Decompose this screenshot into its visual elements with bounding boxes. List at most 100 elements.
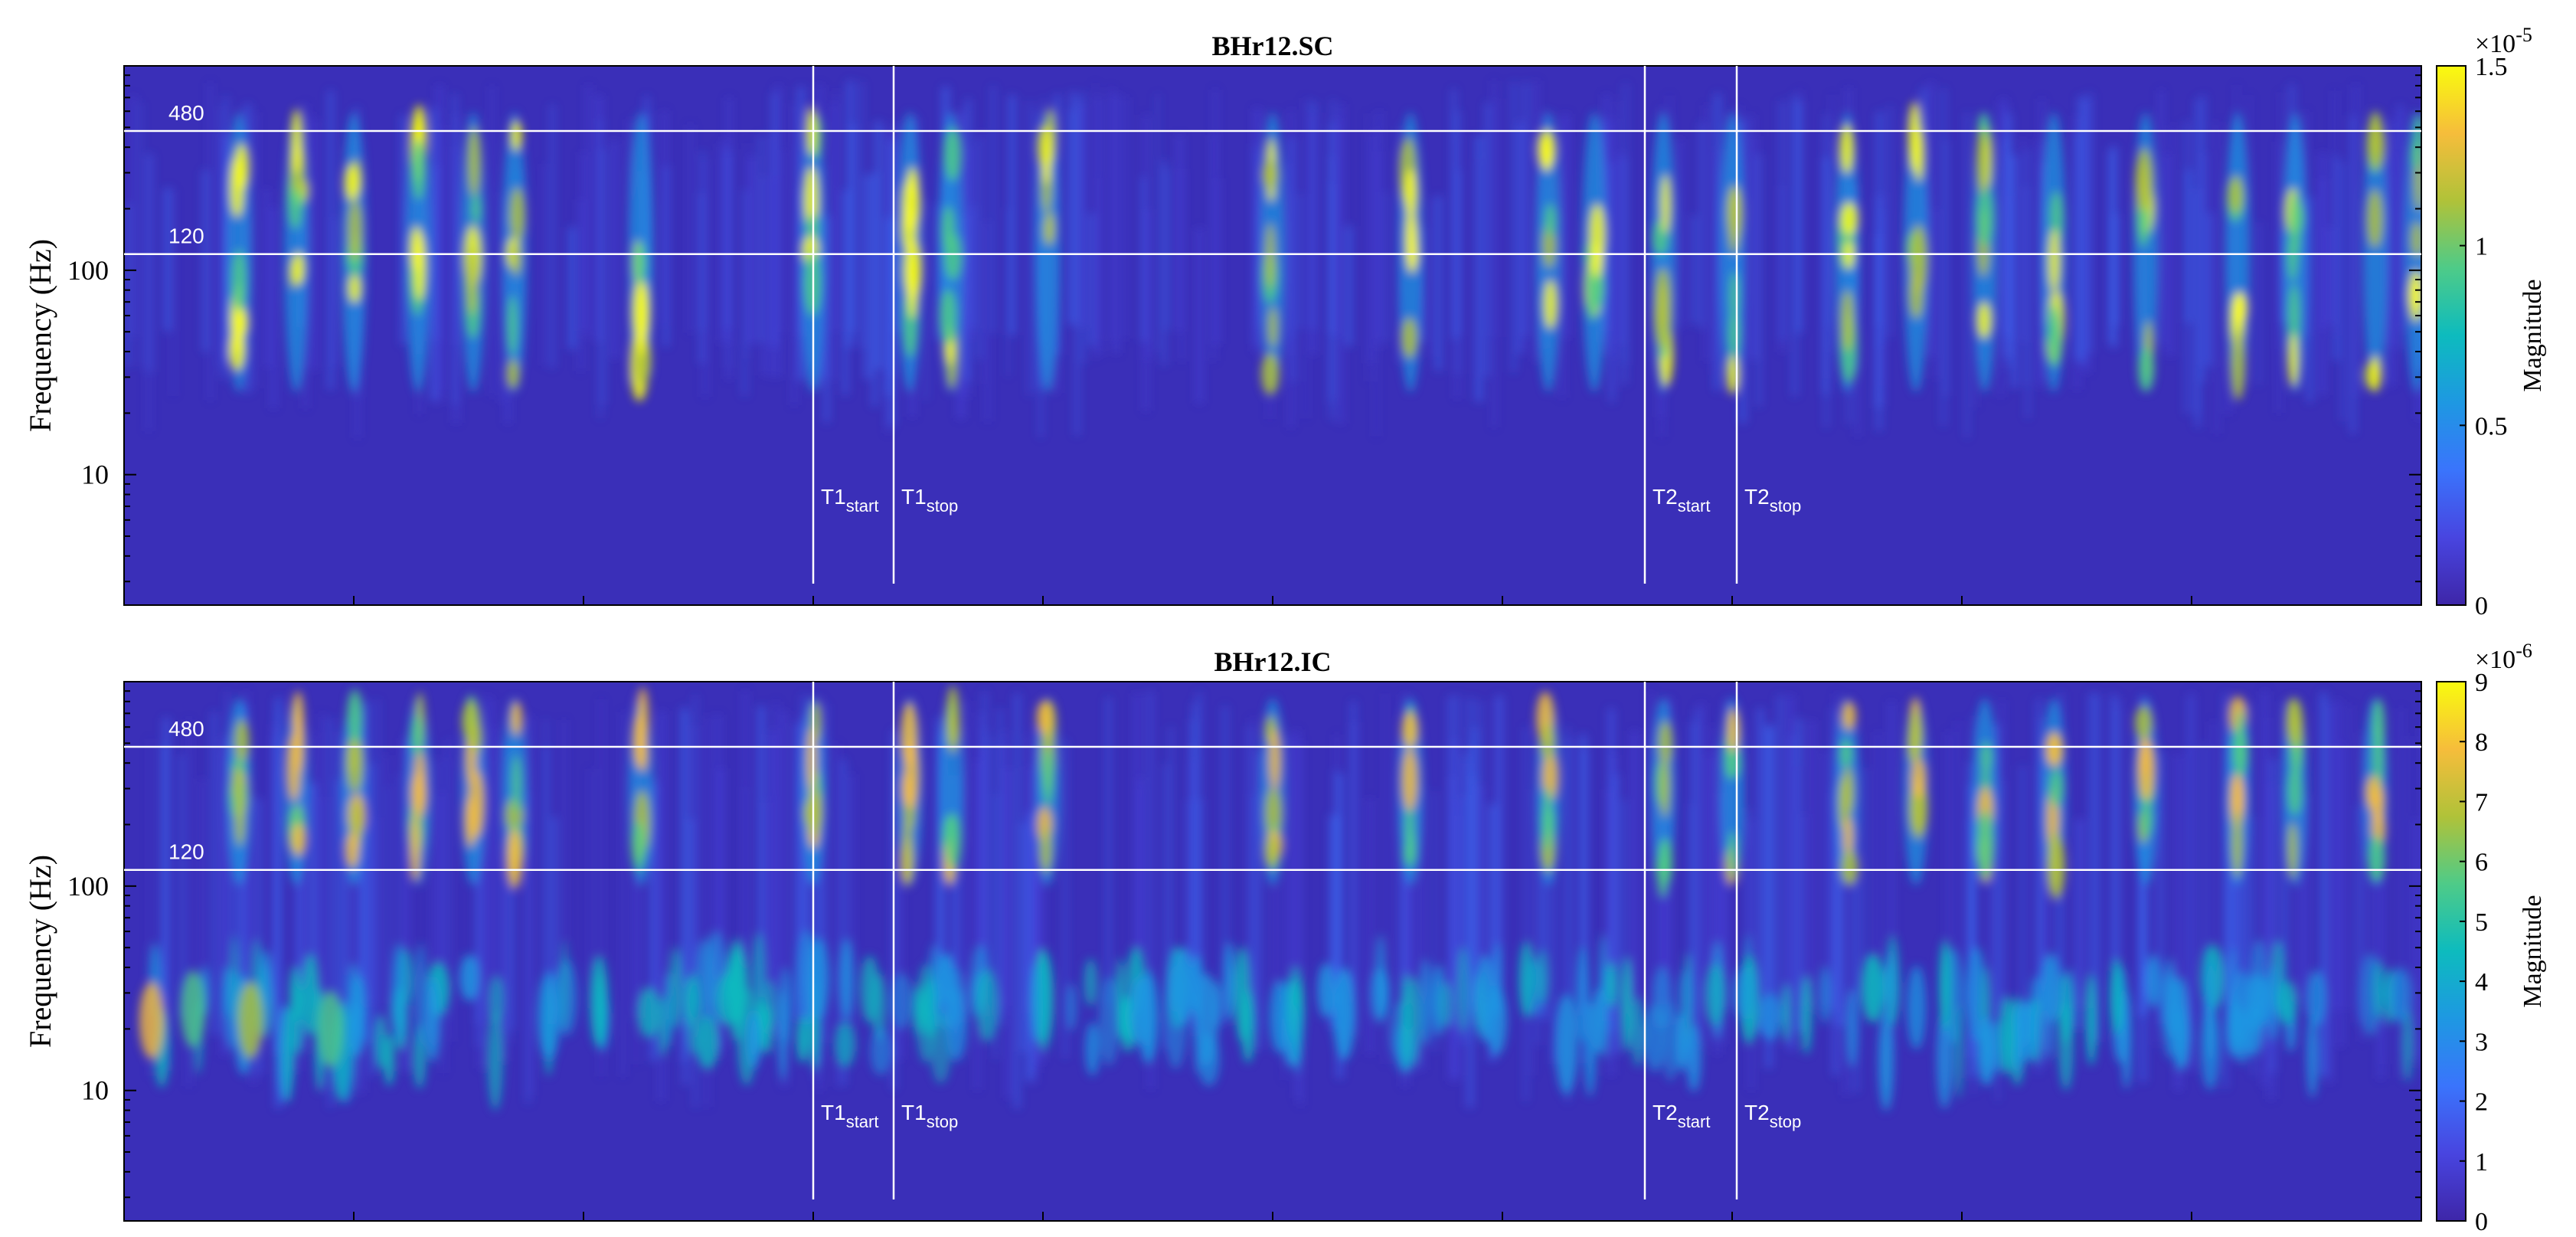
energy-streak xyxy=(700,150,705,331)
energy-streak xyxy=(1298,740,1303,1106)
event-column xyxy=(1398,698,1423,885)
event-core xyxy=(2233,774,2244,815)
energy-streak xyxy=(527,716,533,1096)
energy-streak xyxy=(2210,721,2216,1081)
energy-streak xyxy=(1213,90,1218,345)
energy-streak xyxy=(164,188,172,332)
event-core xyxy=(1404,839,1417,868)
energy-streak xyxy=(2244,704,2251,1055)
energy-streak xyxy=(984,221,992,422)
low-band-energy xyxy=(1861,954,1885,1023)
energy-streak xyxy=(1534,80,1539,362)
event-core xyxy=(1839,738,1853,769)
energy-streak xyxy=(662,710,666,1019)
y-tick-label: 100 xyxy=(67,255,109,286)
low-band-energy xyxy=(1456,947,1469,1033)
energy-streak xyxy=(1310,112,1317,355)
event-core xyxy=(1036,700,1053,735)
energy-streak xyxy=(201,170,209,352)
energy-streak xyxy=(2011,154,2018,388)
low-band-energy xyxy=(890,973,914,1029)
energy-streak xyxy=(1830,94,1834,352)
energy-streak xyxy=(1831,707,1836,1013)
energy-streak xyxy=(1222,705,1228,1026)
energy-streak xyxy=(2112,697,2120,1022)
event-core xyxy=(2287,698,2299,735)
energy-streak xyxy=(1471,775,1476,1012)
energy-streak xyxy=(1448,695,1453,1026)
energy-streak xyxy=(329,718,332,1108)
event-core xyxy=(2367,120,2385,169)
energy-streak xyxy=(1619,152,1625,344)
energy-streak xyxy=(2201,95,2206,383)
event-column xyxy=(629,686,653,885)
energy-streak xyxy=(718,143,724,344)
event-column xyxy=(1904,101,1928,393)
energy-streak xyxy=(718,768,724,1050)
energy-streak xyxy=(781,711,787,1087)
low-band-energy xyxy=(459,954,480,1002)
energy-streak xyxy=(1822,750,1828,1006)
energy-streak xyxy=(848,774,855,1052)
low-band-energy xyxy=(374,1015,387,1070)
event-column xyxy=(2283,112,2307,393)
energy-streak xyxy=(1079,103,1086,329)
energy-streak xyxy=(442,124,446,390)
energy-streak xyxy=(493,726,499,1008)
energy-streak xyxy=(2296,771,2302,1002)
energy-streak xyxy=(727,97,731,380)
low-band-energy xyxy=(747,1010,761,1069)
event-column xyxy=(2042,112,2066,393)
energy-streak xyxy=(1888,702,1894,1051)
event-column xyxy=(2225,112,2250,401)
energy-streak xyxy=(544,718,548,1036)
energy-streak xyxy=(1699,122,1704,329)
energy-streak xyxy=(568,227,576,349)
energy-streak xyxy=(359,711,364,1024)
low-band-energy xyxy=(1607,961,1617,1008)
energy-streak xyxy=(2087,93,2093,354)
energy-streak xyxy=(770,796,773,1010)
event-core xyxy=(634,241,646,285)
energy-streak xyxy=(1836,763,1843,1026)
low-band-energy xyxy=(1686,1023,1702,1092)
low-band-energy xyxy=(1401,973,1411,1072)
energy-streak xyxy=(2140,695,2146,1083)
energy-streak xyxy=(2319,152,2326,331)
energy-streak xyxy=(2042,754,2048,1052)
energy-streak xyxy=(803,747,810,1023)
low-band-energy xyxy=(762,980,778,1029)
energy-streak xyxy=(1124,97,1128,339)
energy-streak xyxy=(1968,784,1975,1058)
energy-streak xyxy=(935,204,942,340)
energy-streak xyxy=(1250,718,1255,1034)
energy-streak xyxy=(376,699,380,1058)
event-core xyxy=(1976,129,1989,195)
energy-streak xyxy=(1717,792,1722,1000)
energy-streak xyxy=(1418,785,1424,1071)
energy-streak xyxy=(896,775,903,1060)
low-band-energy xyxy=(1144,967,1153,1063)
colorbar-tick-label: 1.5 xyxy=(2475,53,2508,81)
energy-streak xyxy=(2022,139,2026,343)
energy-streak xyxy=(328,90,334,390)
energy-streak xyxy=(689,819,693,1032)
energy-streak xyxy=(1451,89,1456,340)
energy-streak xyxy=(1408,702,1414,1073)
low-band-energy xyxy=(489,976,505,1024)
event-core xyxy=(1265,787,1282,841)
energy-streak xyxy=(1566,726,1570,1103)
reference-line-label: 480 xyxy=(168,101,204,125)
energy-streak xyxy=(2303,794,2310,1014)
event-core xyxy=(2048,768,2064,807)
energy-streak xyxy=(1384,693,1387,1065)
event-core xyxy=(1976,302,1992,339)
event-core xyxy=(506,827,523,889)
energy-streak xyxy=(2202,744,2205,1021)
event-core xyxy=(287,733,301,802)
event-column xyxy=(284,108,309,393)
event-core xyxy=(510,120,522,151)
low-band-energy xyxy=(1518,941,1535,1018)
colorbar-tick-label: 3 xyxy=(2475,1028,2488,1056)
event-column xyxy=(1720,698,1744,885)
